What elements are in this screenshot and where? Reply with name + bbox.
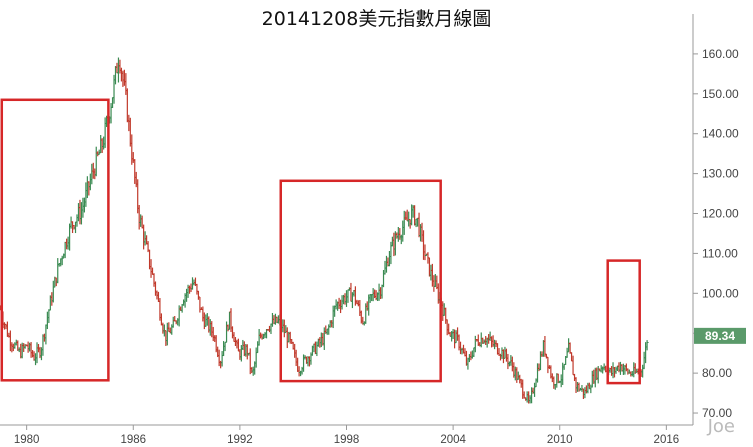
x-tick-label: 2010: [547, 434, 573, 446]
y-tick-label: 160.00: [702, 47, 739, 61]
y-tick-label: 130.00: [702, 167, 739, 181]
y-tick-label: 100.00: [702, 286, 739, 300]
x-tick-label: 1992: [227, 434, 253, 446]
y-tick-label: 110.00: [702, 246, 738, 260]
y-tick-label: 150.00: [702, 87, 739, 101]
x-tick-label: 2004: [440, 434, 466, 446]
last-price-label: 89.34: [705, 329, 735, 343]
watermark: Joe: [707, 416, 735, 437]
annotation-box: [279, 179, 442, 383]
annotation-box: [606, 259, 641, 385]
y-tick-label: 140.00: [702, 127, 739, 141]
chart-title: 20141208美元指數月線圖: [261, 8, 492, 30]
x-tick-label: 1986: [120, 434, 146, 446]
last-price-badge: [694, 327, 746, 344]
x-tick-label: 1998: [334, 434, 360, 446]
annotation-box: [0, 98, 110, 382]
y-tick-label: 80.00: [702, 366, 732, 380]
x-tick-label: 1980: [14, 434, 40, 446]
y-tick-label: 120.00: [702, 207, 739, 221]
y-tick-label: 70.00: [702, 406, 732, 420]
x-tick-label: 2016: [654, 434, 680, 446]
